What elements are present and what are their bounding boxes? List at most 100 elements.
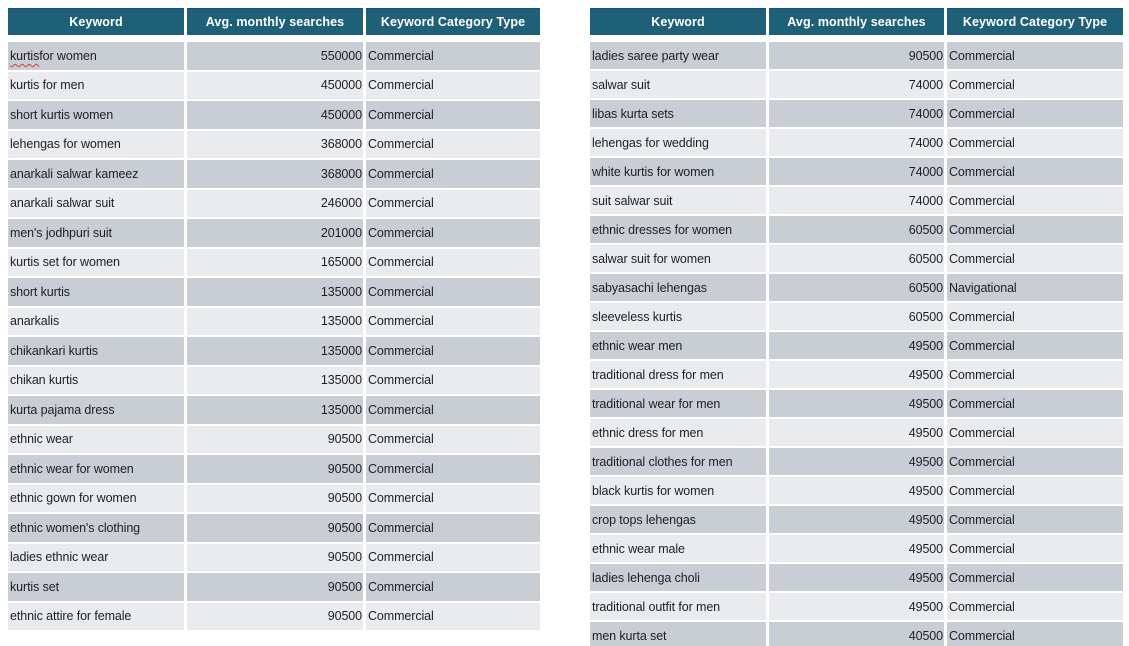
avg-monthly-searches-cell: 60500 bbox=[769, 216, 944, 243]
keyword-cell: ethnic attire for female bbox=[8, 602, 184, 630]
avg-monthly-searches-cell: 49500 bbox=[769, 564, 944, 591]
column-header-keyword-category-type: Keyword Category Type bbox=[947, 8, 1123, 35]
avg-monthly-searches-cell: 49500 bbox=[769, 361, 944, 388]
table-row: men's jodhpuri suit 201000 Commercial bbox=[8, 219, 540, 247]
keyword-cell: suit salwar suit bbox=[590, 187, 766, 214]
spellcheck-underlined-word: kurtis bbox=[10, 48, 40, 63]
keyword-category-type-cell: Commercial bbox=[366, 101, 540, 129]
table-row: ethnic dresses for women 60500 Commercial bbox=[590, 216, 1123, 243]
avg-monthly-searches-cell: 49500 bbox=[769, 332, 944, 359]
keyword-category-type-cell: Commercial bbox=[366, 484, 540, 512]
table-row: black kurtis for women 49500 Commercial bbox=[590, 477, 1123, 504]
table-row: ethnic wear for women 90500 Commercial bbox=[8, 455, 540, 483]
keyword-category-type-cell: Commercial bbox=[366, 455, 540, 483]
keyword-cell: ethnic wear men bbox=[590, 332, 766, 359]
table-row: short kurtis 135000 Commercial bbox=[8, 278, 540, 306]
keyword-category-type-cell: Commercial bbox=[947, 332, 1123, 359]
keyword-category-type-cell: Commercial bbox=[366, 189, 540, 217]
keyword-category-type-cell: Commercial bbox=[366, 573, 540, 601]
table-row: traditional clothes for men 49500 Commerci… bbox=[590, 448, 1123, 475]
table-row: ethnic wear male 49500 Commercial bbox=[590, 535, 1123, 562]
keyword-cell: crop tops lehengas bbox=[590, 506, 766, 533]
avg-monthly-searches-cell: 74000 bbox=[769, 71, 944, 98]
avg-monthly-searches-cell: 60500 bbox=[769, 274, 944, 301]
keyword-cell: kurtis set bbox=[8, 573, 184, 601]
table-row: sleeveless kurtis 60500 Commercial bbox=[590, 303, 1123, 330]
table-row: salwar suit for women 60500 Commercial bbox=[590, 245, 1123, 272]
avg-monthly-searches-cell: 40500 bbox=[769, 622, 944, 646]
avg-monthly-searches-cell: 90500 bbox=[187, 514, 363, 542]
table-row: traditional dress for men 49500 Commercial bbox=[590, 361, 1123, 388]
keyword-cell: kurtis set for women bbox=[8, 248, 184, 276]
table-row: white kurtis for women 74000 Commercial bbox=[590, 158, 1123, 185]
keyword-cell: ethnic wear for women bbox=[8, 455, 184, 483]
keyword-cell: salwar suit for women bbox=[590, 245, 766, 272]
keyword-cell: sleeveless kurtis bbox=[590, 303, 766, 330]
keyword-category-type-cell: Commercial bbox=[366, 130, 540, 158]
avg-monthly-searches-cell: 60500 bbox=[769, 303, 944, 330]
keyword-cell: chikankari kurtis bbox=[8, 337, 184, 365]
avg-monthly-searches-cell: 90500 bbox=[187, 484, 363, 512]
table-row: lehengas for women 368000 Commercial bbox=[8, 130, 540, 158]
table-body: ladies saree party wear 90500 Commercial sa… bbox=[590, 42, 1123, 646]
keyword-cell: men's jodhpuri suit bbox=[8, 219, 184, 247]
table-row: libas kurta sets 74000 Commercial bbox=[590, 100, 1123, 127]
table-row: chikankari kurtis 135000 Commercial bbox=[8, 337, 540, 365]
keyword-cell: salwar suit bbox=[590, 71, 766, 98]
table-row: ethnic dress for men 49500 Commercial bbox=[590, 419, 1123, 446]
keyword-cell: ethnic women's clothing bbox=[8, 514, 184, 542]
keyword-cell: chikan kurtis bbox=[8, 366, 184, 394]
table-row: traditional outfit for men 49500 Commercia… bbox=[590, 593, 1123, 620]
keyword-category-type-cell: Commercial bbox=[947, 216, 1123, 243]
keyword-category-type-cell: Commercial bbox=[947, 71, 1123, 98]
table-row: kurtis for men 450000 Commercial bbox=[8, 71, 540, 99]
keyword-cell: ladies ethnic wear bbox=[8, 543, 184, 571]
keyword-cell: white kurtis for women bbox=[590, 158, 766, 185]
table-row: ladies saree party wear 90500 Commercial bbox=[590, 42, 1123, 69]
keyword-category-type-cell: Commercial bbox=[366, 42, 540, 70]
column-header-keyword: Keyword bbox=[590, 8, 766, 35]
keyword-cell: ethnic wear bbox=[8, 425, 184, 453]
avg-monthly-searches-cell: 90500 bbox=[769, 42, 944, 69]
table-header-row: Keyword Avg. monthly searches Keyword Ca… bbox=[590, 8, 1123, 35]
avg-monthly-searches-cell: 90500 bbox=[187, 602, 363, 630]
keyword-category-type-cell: Commercial bbox=[947, 593, 1123, 620]
table-row: anarkali salwar suit 246000 Commercial bbox=[8, 189, 540, 217]
keyword-cell: ethnic dress for men bbox=[590, 419, 766, 446]
avg-monthly-searches-cell: 201000 bbox=[187, 219, 363, 247]
table-row: ethnic wear men 49500 Commercial bbox=[590, 332, 1123, 359]
column-header-avg-monthly-searches: Avg. monthly searches bbox=[187, 8, 363, 35]
column-header-keyword: Keyword bbox=[8, 8, 184, 35]
table-row: men kurta set 40500 Commercial bbox=[590, 622, 1123, 646]
keyword-category-type-cell: Commercial bbox=[947, 100, 1123, 127]
avg-monthly-searches-cell: 74000 bbox=[769, 158, 944, 185]
avg-monthly-searches-cell: 74000 bbox=[769, 187, 944, 214]
keyword-category-type-cell: Commercial bbox=[947, 390, 1123, 417]
keyword-cell: anarkalis bbox=[8, 307, 184, 335]
keyword-category-type-cell: Commercial bbox=[366, 425, 540, 453]
avg-monthly-searches-cell: 135000 bbox=[187, 366, 363, 394]
avg-monthly-searches-cell: 60500 bbox=[769, 245, 944, 272]
keyword-category-type-cell: Commercial bbox=[947, 477, 1123, 504]
avg-monthly-searches-cell: 450000 bbox=[187, 101, 363, 129]
keyword-category-type-cell: Commercial bbox=[947, 303, 1123, 330]
avg-monthly-searches-cell: 90500 bbox=[187, 425, 363, 453]
table-row: sabyasachi lehengas 60500 Navigational bbox=[590, 274, 1123, 301]
table-row: kurtis set for women 165000 Commercial bbox=[8, 248, 540, 276]
keyword-category-type-cell: Commercial bbox=[947, 622, 1123, 646]
table-row: short kurtis women 450000 Commercial bbox=[8, 101, 540, 129]
keyword-cell: ethnic wear male bbox=[590, 535, 766, 562]
keyword-cell: short kurtis bbox=[8, 278, 184, 306]
keyword-cell: ladies lehenga choli bbox=[590, 564, 766, 591]
keyword-cell: short kurtis women bbox=[8, 101, 184, 129]
keyword-category-type-cell: Commercial bbox=[366, 337, 540, 365]
avg-monthly-searches-cell: 135000 bbox=[187, 337, 363, 365]
keyword-category-type-cell: Commercial bbox=[366, 396, 540, 424]
keyword-cell: traditional wear for men bbox=[590, 390, 766, 417]
avg-monthly-searches-cell: 74000 bbox=[769, 100, 944, 127]
avg-monthly-searches-cell: 49500 bbox=[769, 419, 944, 446]
keyword-category-type-cell: Commercial bbox=[366, 602, 540, 630]
avg-monthly-searches-cell: 90500 bbox=[187, 573, 363, 601]
keyword-cell: sabyasachi lehengas bbox=[590, 274, 766, 301]
